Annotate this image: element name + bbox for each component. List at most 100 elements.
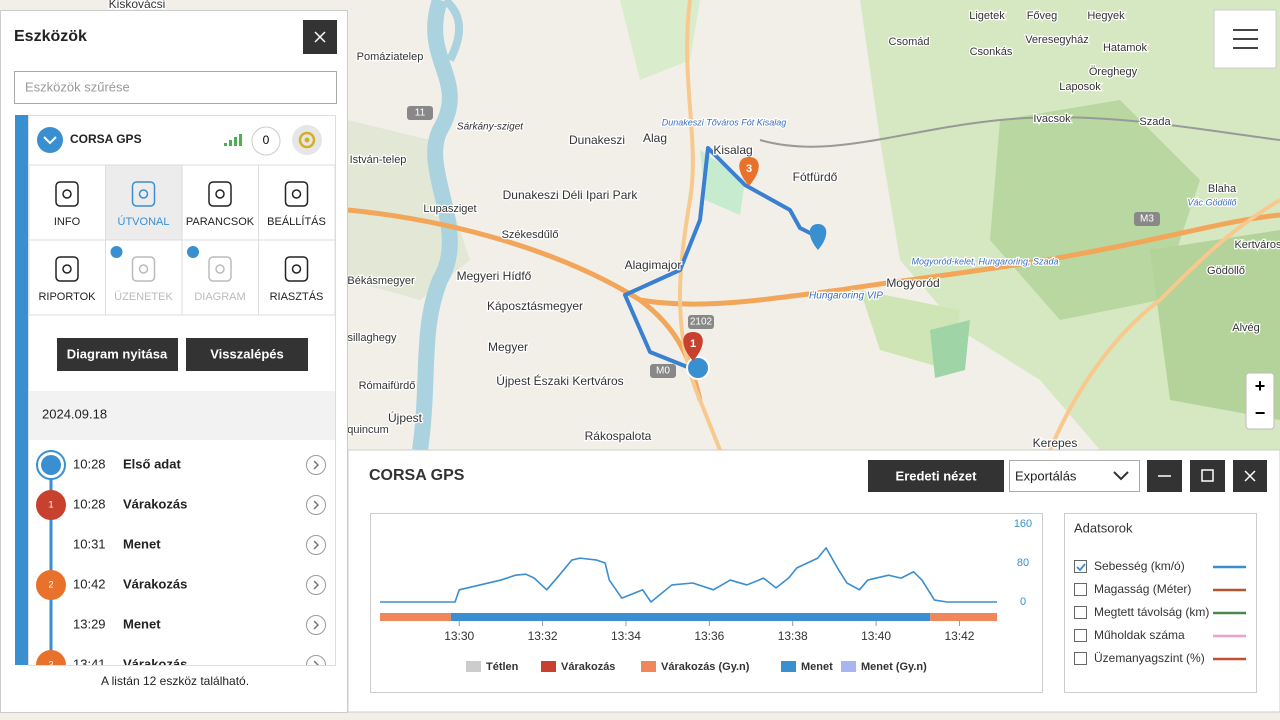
filter-input[interactable] [14, 71, 337, 104]
event-time: 10:31 [73, 536, 106, 551]
diagram-button[interactable] [57, 338, 178, 371]
event-open[interactable] [306, 535, 326, 555]
checkbox[interactable] [1074, 629, 1087, 642]
event-arrow [313, 540, 320, 550]
event-number: 2 [48, 579, 53, 589]
chart: 0 80 160 13:30 13:32 13:34 13:36 13:38 13:40 13:4… [380, 518, 1032, 673]
tool-button[interactable] [28, 164, 106, 241]
place-label: Megyeri Hídfő [457, 269, 532, 283]
park [930, 320, 970, 378]
tool-button[interactable] [181, 164, 259, 241]
tool-icon [284, 256, 309, 282]
place-label: Rómaifürdő [359, 380, 416, 392]
x-tick-label: 13:32 [528, 629, 558, 643]
place-label: Ligetek [969, 10, 1005, 22]
export-label: Exportálás [1015, 468, 1077, 483]
tool-button[interactable] [258, 239, 336, 316]
checkmark [1076, 563, 1086, 572]
tool-icon [131, 181, 156, 207]
place-label: Blaha [1208, 183, 1237, 195]
place-label: Dunakeszi Tőváros Fót Kisalag [662, 117, 787, 127]
legend-label: Menet [801, 661, 833, 673]
place-label: Békásmegyer [347, 275, 415, 287]
back-button[interactable] [186, 338, 308, 371]
tool-button[interactable] [105, 164, 183, 241]
button-label: Visszalépés [210, 346, 283, 361]
zoom-out[interactable]: − [1255, 403, 1266, 423]
select-arrow [1113, 471, 1129, 481]
tool-label: BEÁLLÍTÁS [267, 215, 326, 228]
event-badge [36, 650, 66, 665]
tool-button[interactable] [28, 239, 106, 316]
place-label: Alvég [1232, 322, 1260, 334]
event-arrow [313, 460, 320, 470]
place-label: Mogyoród-kelet, Hungaroring, Szada [911, 256, 1058, 266]
footer-note: A listán 12 eszköz található. [101, 674, 249, 688]
maximize-icon [1201, 469, 1214, 482]
road-shield [407, 106, 433, 120]
tool-icon-detail [215, 189, 225, 199]
place-label: Alag [643, 131, 667, 145]
event-label: Menet [123, 536, 161, 551]
road-number: 2102 [690, 317, 713, 328]
close-icon [314, 31, 326, 43]
event-open[interactable] [306, 495, 326, 515]
place-label: Kertváros [1234, 239, 1280, 251]
datasets-box [1064, 513, 1257, 693]
state-segment [930, 613, 997, 621]
place-label: Főveg [1027, 10, 1058, 22]
expand-button[interactable] [37, 127, 63, 153]
stop-marker[interactable] [683, 332, 703, 361]
event-open[interactable] [306, 615, 326, 635]
checkbox[interactable] [1074, 560, 1087, 573]
place-label: Veresegyház [1025, 34, 1089, 46]
place-label: Kerepes [1033, 436, 1078, 450]
panel-title: CORSA GPS [369, 467, 465, 484]
event-open[interactable] [306, 455, 326, 475]
x-tick-label: 13:30 [444, 629, 474, 643]
place-label: Sárkány-sziget [457, 122, 524, 133]
tool-label: RIPORTOK [38, 291, 96, 303]
device-name: CORSA GPS [70, 132, 142, 146]
place-label: Káposztásmegyer [487, 299, 583, 313]
event-open[interactable] [306, 575, 326, 595]
event-badge [36, 490, 66, 520]
event-arrow [313, 580, 320, 590]
device-strip [15, 115, 28, 665]
checkbox[interactable] [1074, 606, 1087, 619]
checkbox[interactable] [1074, 652, 1087, 665]
location-pin[interactable] [809, 224, 827, 250]
position-marker[interactable] [686, 356, 710, 380]
checkbox[interactable] [1074, 583, 1087, 596]
stop-marker[interactable] [739, 157, 759, 186]
event-label: Menet [123, 616, 161, 631]
event-open[interactable] [306, 655, 326, 675]
place-label: Gödöllő [1207, 265, 1245, 277]
maximize-button[interactable] [1190, 460, 1225, 492]
tool-icon [55, 181, 79, 207]
event-arrow [313, 500, 320, 510]
x-tick-label: 13:36 [694, 629, 724, 643]
place-label: Dunakeszi [569, 133, 625, 147]
marker-number: 1 [690, 338, 696, 350]
dataset-name: Műholdak száma [1094, 628, 1185, 642]
tool-label: DIAGRAM [194, 291, 245, 303]
road-shield [688, 315, 714, 329]
road-number: M3 [1140, 214, 1154, 225]
place-label: Mogyoród [886, 276, 939, 290]
zoom-in[interactable]: + [1255, 376, 1266, 396]
road-shield [1134, 212, 1160, 226]
route [623, 146, 819, 370]
rail [759, 116, 1280, 148]
legend-swatch [841, 661, 856, 672]
original-view-button[interactable] [868, 460, 1004, 492]
tool-button[interactable] [258, 164, 336, 241]
place-label: Kisalag [713, 143, 752, 157]
event-time: 10:28 [73, 496, 106, 511]
tool-button[interactable] [105, 239, 183, 316]
sidebar: Eszközök Eszközök szűrése CORSA GPS 0 IN… [0, 10, 348, 713]
x-tick-label: 13:38 [778, 629, 808, 643]
place-label: Csomád [889, 36, 930, 48]
chevron [43, 136, 57, 145]
